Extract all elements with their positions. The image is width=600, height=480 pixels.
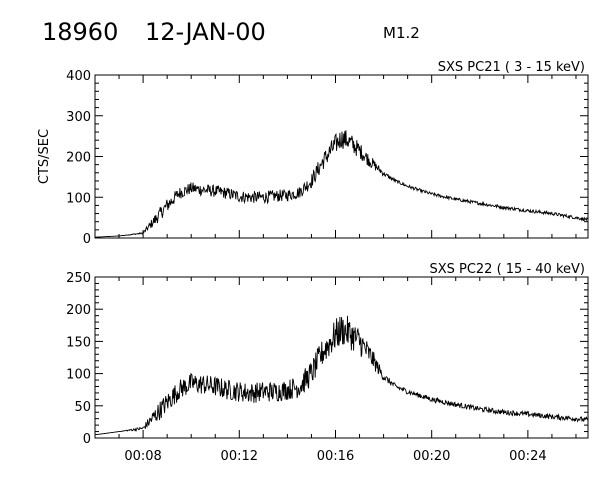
- count-rate-trace: [94, 315, 589, 436]
- panel-pc21: SXS PC21 ( 3 - 15 keV) 0 100 200 300 400 CTS/S…: [37, 60, 589, 247]
- x-tick-label: 00:20: [413, 449, 450, 464]
- y-tick-label: 0: [83, 432, 91, 447]
- y-tick-label: 0: [83, 232, 91, 247]
- y-tick-label: 400: [66, 69, 91, 84]
- panel-pc22: SXS PC22 ( 15 - 40 keV) 0 50 100 150 200 250 00…: [66, 262, 589, 464]
- x-tick-label: 00:16: [317, 449, 354, 464]
- y-tick-label: 150: [66, 335, 91, 350]
- event-id: 18960: [42, 18, 118, 46]
- y-tick-label: 300: [66, 110, 91, 125]
- panel-title: SXS PC22 ( 15 - 40 keV): [429, 262, 585, 277]
- panel-title: SXS PC21 ( 3 - 15 keV): [438, 60, 585, 75]
- flare-class: M1.2: [383, 24, 420, 42]
- y-axis-label: CTS/SEC: [37, 129, 52, 184]
- x-tick-label: 00:24: [509, 449, 546, 464]
- y-tick-label: 200: [66, 151, 91, 166]
- x-tick-label: 00:12: [221, 449, 258, 464]
- plot-frame: [94, 74, 589, 239]
- y-tick-label: 200: [66, 303, 91, 318]
- x-tick-label: 00:08: [124, 449, 161, 464]
- plot-frame: [94, 276, 589, 439]
- y-tick-label: 50: [74, 400, 91, 415]
- y-tick-label: 100: [66, 191, 91, 206]
- y-tick-label: 100: [66, 368, 91, 383]
- count-rate-trace: [95, 130, 589, 238]
- y-tick-label: 250: [66, 271, 91, 286]
- date-label: 12-JAN-00: [145, 18, 266, 46]
